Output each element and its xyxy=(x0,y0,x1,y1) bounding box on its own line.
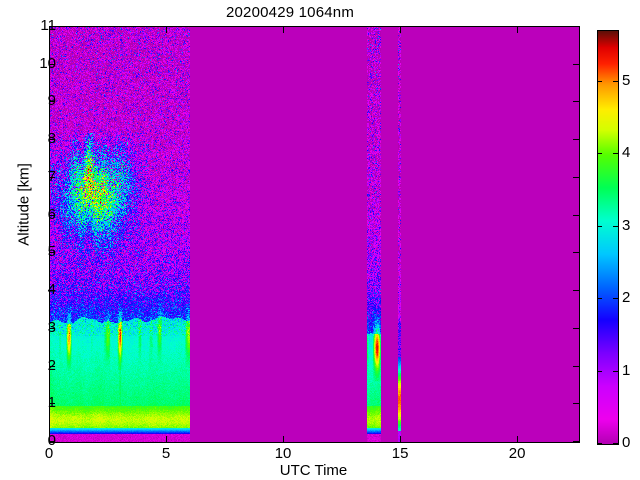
y-tick-mark xyxy=(49,176,55,178)
y-tick-mark-right xyxy=(573,63,579,65)
colorbar-tick-label: 5 xyxy=(622,71,631,89)
y-tick-label: 3 xyxy=(16,320,56,335)
x-tick-mark-top xyxy=(400,27,402,33)
x-tick-mark xyxy=(49,436,50,442)
y-tick-mark xyxy=(49,252,55,254)
y-tick-label: 4 xyxy=(16,282,56,297)
y-tick-label: 0 xyxy=(16,433,56,448)
colorbar-tick-mark-right xyxy=(613,443,618,444)
y-tick-label: 9 xyxy=(16,93,56,108)
y-tick-label: 7 xyxy=(16,169,56,184)
colorbar-tick-mark-right xyxy=(613,298,618,300)
y-tick-mark xyxy=(49,63,55,65)
y-tick-label: 2 xyxy=(16,358,56,373)
y-tick-mark-right xyxy=(573,403,579,405)
heatmap-canvas[interactable] xyxy=(50,27,579,442)
colorbar-tick-label: 3 xyxy=(622,216,631,234)
y-tick-mark-right xyxy=(573,101,579,103)
colorbar-tick-mark-right xyxy=(613,225,618,227)
y-tick-label: 11 xyxy=(16,18,56,33)
y-tick-mark-right xyxy=(573,26,579,27)
x-tick-mark-top xyxy=(283,27,285,33)
colorbar-tick-mark-right xyxy=(613,153,618,155)
y-tick-mark-right xyxy=(573,365,579,367)
x-tick-mark-top xyxy=(166,27,168,33)
y-tick-mark xyxy=(49,214,55,216)
x-tick-mark xyxy=(166,436,168,442)
colorbar-tick-mark xyxy=(597,370,602,372)
y-tick-mark xyxy=(49,139,55,141)
x-tick-mark xyxy=(517,436,519,442)
y-tick-label: 6 xyxy=(16,207,56,222)
x-tick-label: 5 xyxy=(161,445,171,462)
colorbar-tick-mark xyxy=(597,298,602,300)
y-tick-mark xyxy=(49,26,55,27)
y-tick-label: 10 xyxy=(39,54,56,72)
page-title: 20200429 1064nm xyxy=(225,4,355,21)
x-tick-label: 0 xyxy=(44,445,54,462)
colorbar-tick-label: 1 xyxy=(622,361,631,379)
colorbar-canvas xyxy=(598,31,618,444)
y-tick-mark xyxy=(49,365,55,367)
y-tick-label: 1 xyxy=(16,395,56,410)
colorbar-tick-label: 4 xyxy=(622,144,631,162)
y-tick-mark xyxy=(49,290,55,292)
x-tick-mark-top xyxy=(517,27,519,33)
x-tick-label: 10 xyxy=(274,445,292,462)
heatmap-plot-area[interactable] xyxy=(49,26,580,443)
x-tick-mark xyxy=(400,436,402,442)
colorbar-tick-mark-right xyxy=(613,80,618,82)
y-tick-mark-right xyxy=(573,214,579,216)
y-tick-mark-right xyxy=(573,441,579,442)
y-tick-mark-right xyxy=(573,176,579,178)
y-tick-mark xyxy=(49,327,55,329)
y-tick-mark-right xyxy=(573,252,579,254)
colorbar-tick-mark xyxy=(597,443,602,444)
y-tick-label: 5 xyxy=(16,244,56,259)
x-tick-mark xyxy=(283,436,285,442)
colorbar-tick-mark xyxy=(597,225,602,227)
colorbar-tick-mark-right xyxy=(613,370,618,372)
colorbar-tick-mark xyxy=(597,80,602,82)
y-tick-mark xyxy=(49,403,55,405)
colorbar[interactable] xyxy=(597,30,619,445)
x-tick-label: 20 xyxy=(508,445,526,462)
y-tick-mark-right xyxy=(573,327,579,329)
x-axis-label: UTC Time xyxy=(279,462,348,479)
colorbar-tick-label: 0 xyxy=(622,434,631,451)
y-tick-mark-right xyxy=(573,139,579,141)
colorbar-tick-mark xyxy=(597,153,602,155)
x-tick-label: 15 xyxy=(391,445,409,462)
y-tick-mark xyxy=(49,101,55,103)
colorbar-tick-label: 2 xyxy=(622,289,631,307)
y-tick-mark xyxy=(49,441,55,442)
y-tick-mark-right xyxy=(573,290,579,292)
x-tick-mark-top xyxy=(49,27,50,33)
y-tick-label: 8 xyxy=(16,131,56,146)
